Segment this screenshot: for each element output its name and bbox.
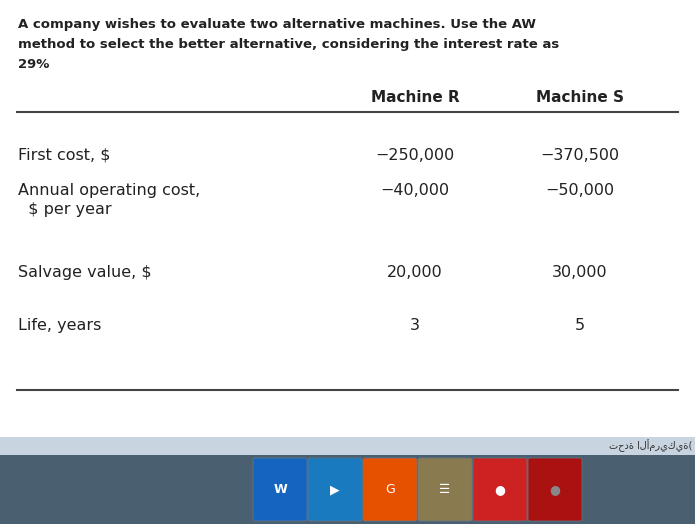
Text: method to select the better alternative, considering the interest rate as: method to select the better alternative,…: [18, 38, 559, 51]
Text: 29%: 29%: [18, 58, 49, 71]
Text: −50,000: −50,000: [546, 183, 614, 198]
FancyBboxPatch shape: [418, 458, 472, 521]
Text: 30,000: 30,000: [553, 265, 608, 280]
Text: G: G: [385, 483, 395, 496]
Text: W: W: [273, 483, 287, 496]
Text: 20,000: 20,000: [387, 265, 443, 280]
Text: First cost, $: First cost, $: [18, 148, 111, 163]
Text: 5: 5: [575, 318, 585, 333]
Text: A company wishes to evaluate two alternative machines. Use the AW: A company wishes to evaluate two alterna…: [18, 18, 536, 31]
Text: Machine R: Machine R: [370, 90, 459, 105]
Text: Annual operating cost,
  $ per year: Annual operating cost, $ per year: [18, 183, 200, 217]
FancyBboxPatch shape: [473, 458, 527, 521]
FancyBboxPatch shape: [253, 458, 307, 521]
Text: 3: 3: [410, 318, 420, 333]
Text: ☰: ☰: [439, 483, 450, 496]
Text: Machine S: Machine S: [536, 90, 624, 105]
FancyBboxPatch shape: [363, 458, 417, 521]
Text: ▶: ▶: [330, 483, 340, 496]
Text: −250,000: −250,000: [375, 148, 455, 163]
Text: ●: ●: [550, 483, 560, 496]
Text: تحدة الأمريكية(: تحدة الأمريكية(: [609, 440, 692, 452]
FancyBboxPatch shape: [0, 437, 695, 455]
Text: Salvage value, $: Salvage value, $: [18, 265, 152, 280]
Text: ●: ●: [495, 483, 505, 496]
FancyBboxPatch shape: [528, 458, 582, 521]
Text: −40,000: −40,000: [380, 183, 450, 198]
FancyBboxPatch shape: [0, 455, 695, 524]
Text: −370,500: −370,500: [541, 148, 619, 163]
Text: Life, years: Life, years: [18, 318, 101, 333]
FancyBboxPatch shape: [308, 458, 362, 521]
